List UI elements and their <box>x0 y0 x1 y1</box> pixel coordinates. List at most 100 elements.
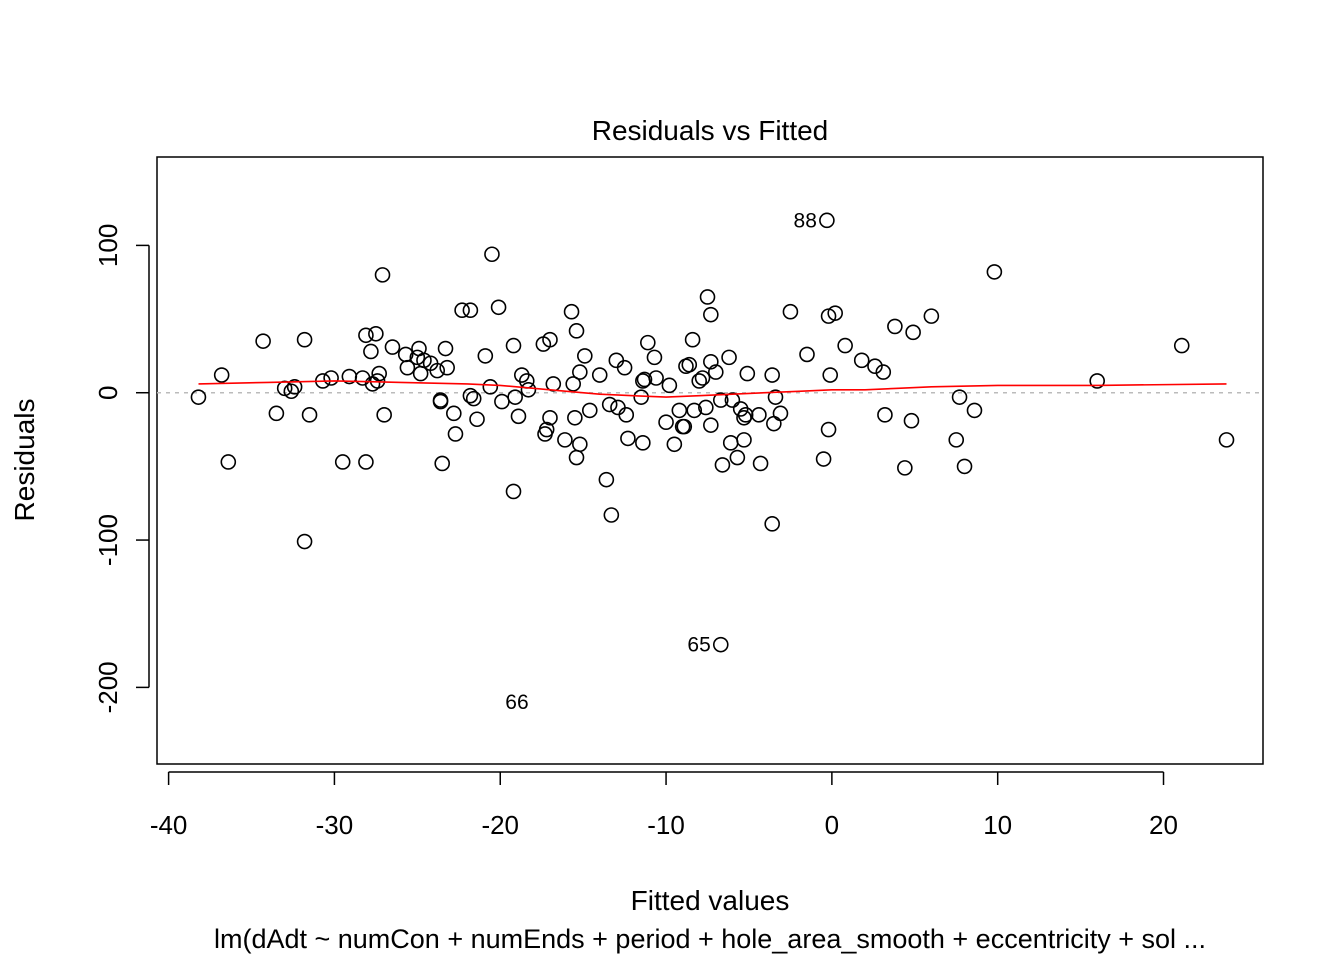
data-point <box>948 432 965 448</box>
data-point <box>286 379 303 395</box>
data-point <box>658 414 674 430</box>
data-point <box>703 306 719 323</box>
point-labels: 88 65 66 <box>505 209 817 714</box>
data-point <box>469 411 485 428</box>
data-point <box>712 636 729 653</box>
data-point <box>563 303 580 320</box>
data-point <box>764 516 780 532</box>
data-point <box>520 381 537 398</box>
data-point <box>897 460 913 476</box>
x-tick-label: -20 <box>481 810 519 840</box>
data-point <box>371 365 387 382</box>
data-point <box>661 377 678 394</box>
data-point <box>567 409 583 426</box>
data-point <box>437 340 454 357</box>
data-point <box>505 337 522 354</box>
data-point <box>853 352 870 369</box>
data-point <box>646 349 663 366</box>
data-point <box>721 349 737 366</box>
data-point <box>542 409 558 426</box>
y-tick-label: -200 <box>93 661 123 713</box>
data-point <box>676 418 693 435</box>
data-point <box>648 370 664 386</box>
data-point <box>255 333 271 349</box>
outlier-label: 66 <box>505 691 528 714</box>
data-point <box>603 507 620 523</box>
data-point <box>568 323 585 339</box>
data-point <box>296 533 313 550</box>
x-tick-label: -10 <box>647 810 685 840</box>
data-point <box>640 334 656 351</box>
data-point <box>465 390 482 407</box>
model-formula-caption: lm(dAdt ~ numCon + numEnds + period + ho… <box>214 924 1206 954</box>
y-tick-label: 0 <box>93 385 123 399</box>
data-point <box>334 454 351 470</box>
data-point <box>867 358 883 375</box>
data-point <box>601 396 618 413</box>
data-point <box>635 435 651 451</box>
data-point <box>268 405 285 422</box>
data-point <box>767 389 784 405</box>
data-point <box>507 389 523 405</box>
data-point <box>296 331 313 348</box>
chart-title: Residuals vs Fitted <box>592 115 829 146</box>
data-point <box>751 407 767 423</box>
data-point <box>694 370 711 386</box>
data-point <box>966 402 983 419</box>
x-tick-label: 0 <box>825 810 839 840</box>
outlier-label: 65 <box>687 634 710 657</box>
data-point <box>782 303 799 320</box>
data-point <box>538 421 555 438</box>
data-point <box>951 389 968 405</box>
data-point <box>429 362 446 379</box>
data-point <box>374 267 391 283</box>
data-point <box>432 393 449 410</box>
x-tick-label: 20 <box>1149 810 1178 840</box>
data-point <box>213 367 230 383</box>
y-tick-label: -100 <box>93 514 123 566</box>
data-point <box>446 405 462 422</box>
data-point <box>572 364 588 380</box>
data-point <box>905 324 921 341</box>
data-point <box>772 405 789 422</box>
data-point <box>477 348 494 364</box>
data-point <box>618 407 635 423</box>
data-point <box>752 455 769 472</box>
data-point <box>363 343 379 360</box>
data-point <box>698 399 714 416</box>
data-point <box>724 392 741 408</box>
data-point <box>358 454 374 470</box>
data-point <box>708 364 724 380</box>
data-point <box>505 483 522 500</box>
data-point <box>462 302 479 319</box>
data-point <box>815 451 832 467</box>
data-point <box>686 402 703 419</box>
data-point <box>739 365 756 382</box>
data-point <box>542 331 558 348</box>
data-point <box>699 289 716 305</box>
data-point <box>434 455 451 472</box>
data-point <box>591 367 608 383</box>
smooth-line-group <box>198 380 1227 398</box>
data-point <box>837 337 853 354</box>
data-point <box>684 331 701 348</box>
data-point <box>681 356 698 373</box>
x-tick-label: 10 <box>983 810 1012 840</box>
data-point <box>323 370 339 386</box>
data-point <box>799 346 815 363</box>
data-point <box>877 407 893 423</box>
data-point <box>820 421 837 438</box>
data-point <box>633 389 649 405</box>
outlier-label: 88 <box>794 209 817 232</box>
x-tick-label: -40 <box>150 810 188 840</box>
data-point <box>671 402 688 419</box>
data-point <box>399 359 416 376</box>
data-point <box>636 371 653 388</box>
data-point <box>454 302 470 319</box>
data-point <box>923 308 940 324</box>
data-point <box>1218 432 1235 448</box>
y-axis: -200 -100 0 100 <box>93 224 150 713</box>
data-point <box>691 373 708 389</box>
data-point <box>956 458 973 475</box>
data-point <box>482 379 499 395</box>
